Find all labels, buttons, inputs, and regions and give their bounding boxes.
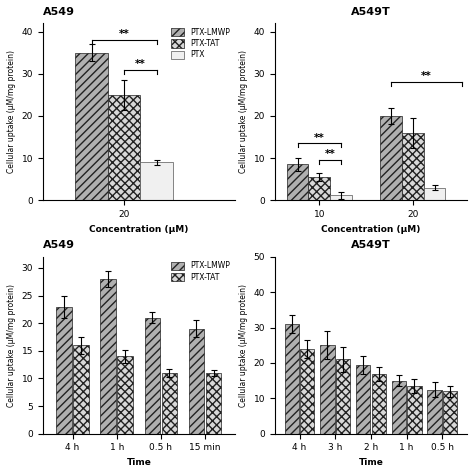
- Bar: [380, 116, 402, 200]
- Bar: [428, 390, 442, 434]
- Y-axis label: Cellular uptake (μM/mg protein): Cellular uptake (μM/mg protein): [239, 284, 248, 407]
- Bar: [372, 374, 386, 434]
- Title: A549T: A549T: [351, 7, 391, 17]
- Text: **: **: [135, 59, 146, 69]
- Text: **: **: [314, 133, 325, 143]
- Title: A549T: A549T: [351, 240, 391, 250]
- X-axis label: Concentration (μM): Concentration (μM): [321, 225, 420, 234]
- Bar: [189, 328, 204, 434]
- Text: A549: A549: [43, 240, 75, 250]
- Legend: PTX-LMWP, PTX-TAT, PTX: PTX-LMWP, PTX-TAT, PTX: [167, 25, 233, 63]
- Bar: [162, 373, 177, 434]
- Bar: [73, 345, 89, 434]
- Bar: [330, 195, 352, 200]
- Bar: [118, 356, 133, 434]
- Bar: [145, 318, 160, 434]
- Bar: [320, 345, 335, 434]
- Bar: [206, 373, 221, 434]
- Bar: [392, 381, 406, 434]
- Bar: [300, 349, 314, 434]
- Bar: [287, 164, 309, 200]
- Bar: [140, 162, 173, 200]
- Text: **: **: [325, 149, 336, 159]
- Bar: [356, 365, 370, 434]
- Text: A549: A549: [43, 7, 75, 17]
- Bar: [75, 53, 108, 200]
- Bar: [56, 307, 72, 434]
- Bar: [100, 279, 116, 434]
- X-axis label: Time: Time: [358, 458, 383, 467]
- Legend: PTX-LMWP, PTX-TAT: PTX-LMWP, PTX-TAT: [167, 258, 233, 285]
- Bar: [284, 324, 299, 434]
- Bar: [108, 95, 140, 200]
- Bar: [309, 177, 330, 200]
- Y-axis label: Cellular uptake (μM/mg protein): Cellular uptake (μM/mg protein): [239, 50, 248, 173]
- Bar: [407, 386, 421, 434]
- X-axis label: Time: Time: [127, 458, 151, 467]
- Y-axis label: Cellular uptake (μM/mg protein): Cellular uptake (μM/mg protein): [7, 284, 16, 407]
- Y-axis label: Cellular uptake (μM/mg protein): Cellular uptake (μM/mg protein): [7, 50, 16, 173]
- Text: **: **: [421, 72, 432, 82]
- X-axis label: Concentration (μM): Concentration (μM): [89, 225, 189, 234]
- Text: **: **: [118, 29, 129, 39]
- Bar: [402, 133, 424, 200]
- Bar: [336, 359, 350, 434]
- Bar: [424, 188, 446, 200]
- Bar: [443, 392, 457, 434]
